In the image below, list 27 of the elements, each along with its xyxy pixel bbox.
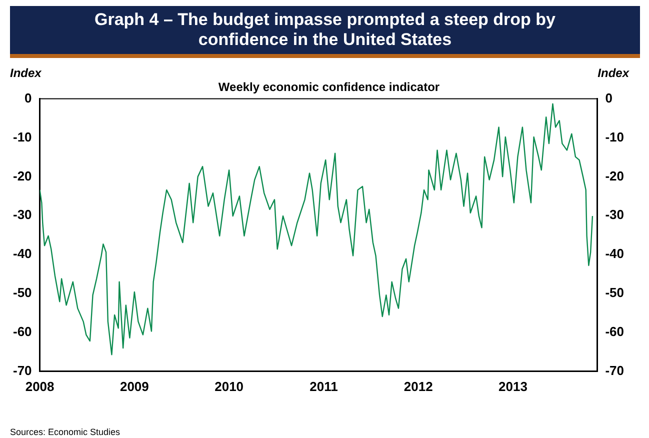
x-tick-label: 2011 (310, 378, 338, 394)
y2-tick-label: -30 (605, 207, 624, 222)
y-tick-label: 0 (24, 90, 32, 106)
y2-tick-label: -70 (605, 362, 624, 378)
y-tick-label: -20 (12, 168, 32, 184)
x-tick-label: 2010 (214, 378, 244, 394)
chart-title: Graph 4 – The budget impasse prompted a steep drop by confidence in the United States (10, 6, 640, 58)
x-tick-label: 2013 (498, 378, 528, 394)
y2-tick-label: -40 (605, 246, 624, 262)
y2-axis-title: Index (598, 66, 629, 80)
y-tick-label: -10 (12, 129, 32, 144)
chart-subtitle: Weekly economic confidence indicator (218, 80, 440, 94)
y-tick-label: -40 (12, 246, 32, 262)
y2-tick-label: 0 (605, 90, 612, 106)
y-axis-title: Index (10, 66, 42, 80)
y-tick-label: -50 (12, 285, 32, 300)
y-tick-label: -30 (12, 207, 32, 222)
source-note: Sources: Economic Studies (10, 427, 120, 437)
y-tick-label: -60 (12, 324, 32, 340)
y2-tick-label: -50 (605, 285, 624, 300)
y2-tick-label: -10 (605, 129, 624, 144)
x-tick-label: 2012 (404, 378, 433, 394)
x-tick-label: 2008 (25, 378, 54, 394)
y2-tick-label: -20 (605, 168, 624, 184)
y-tick-label: -70 (12, 362, 32, 378)
y2-tick-label: -60 (605, 324, 624, 340)
x-tick-label: 2009 (120, 378, 149, 394)
